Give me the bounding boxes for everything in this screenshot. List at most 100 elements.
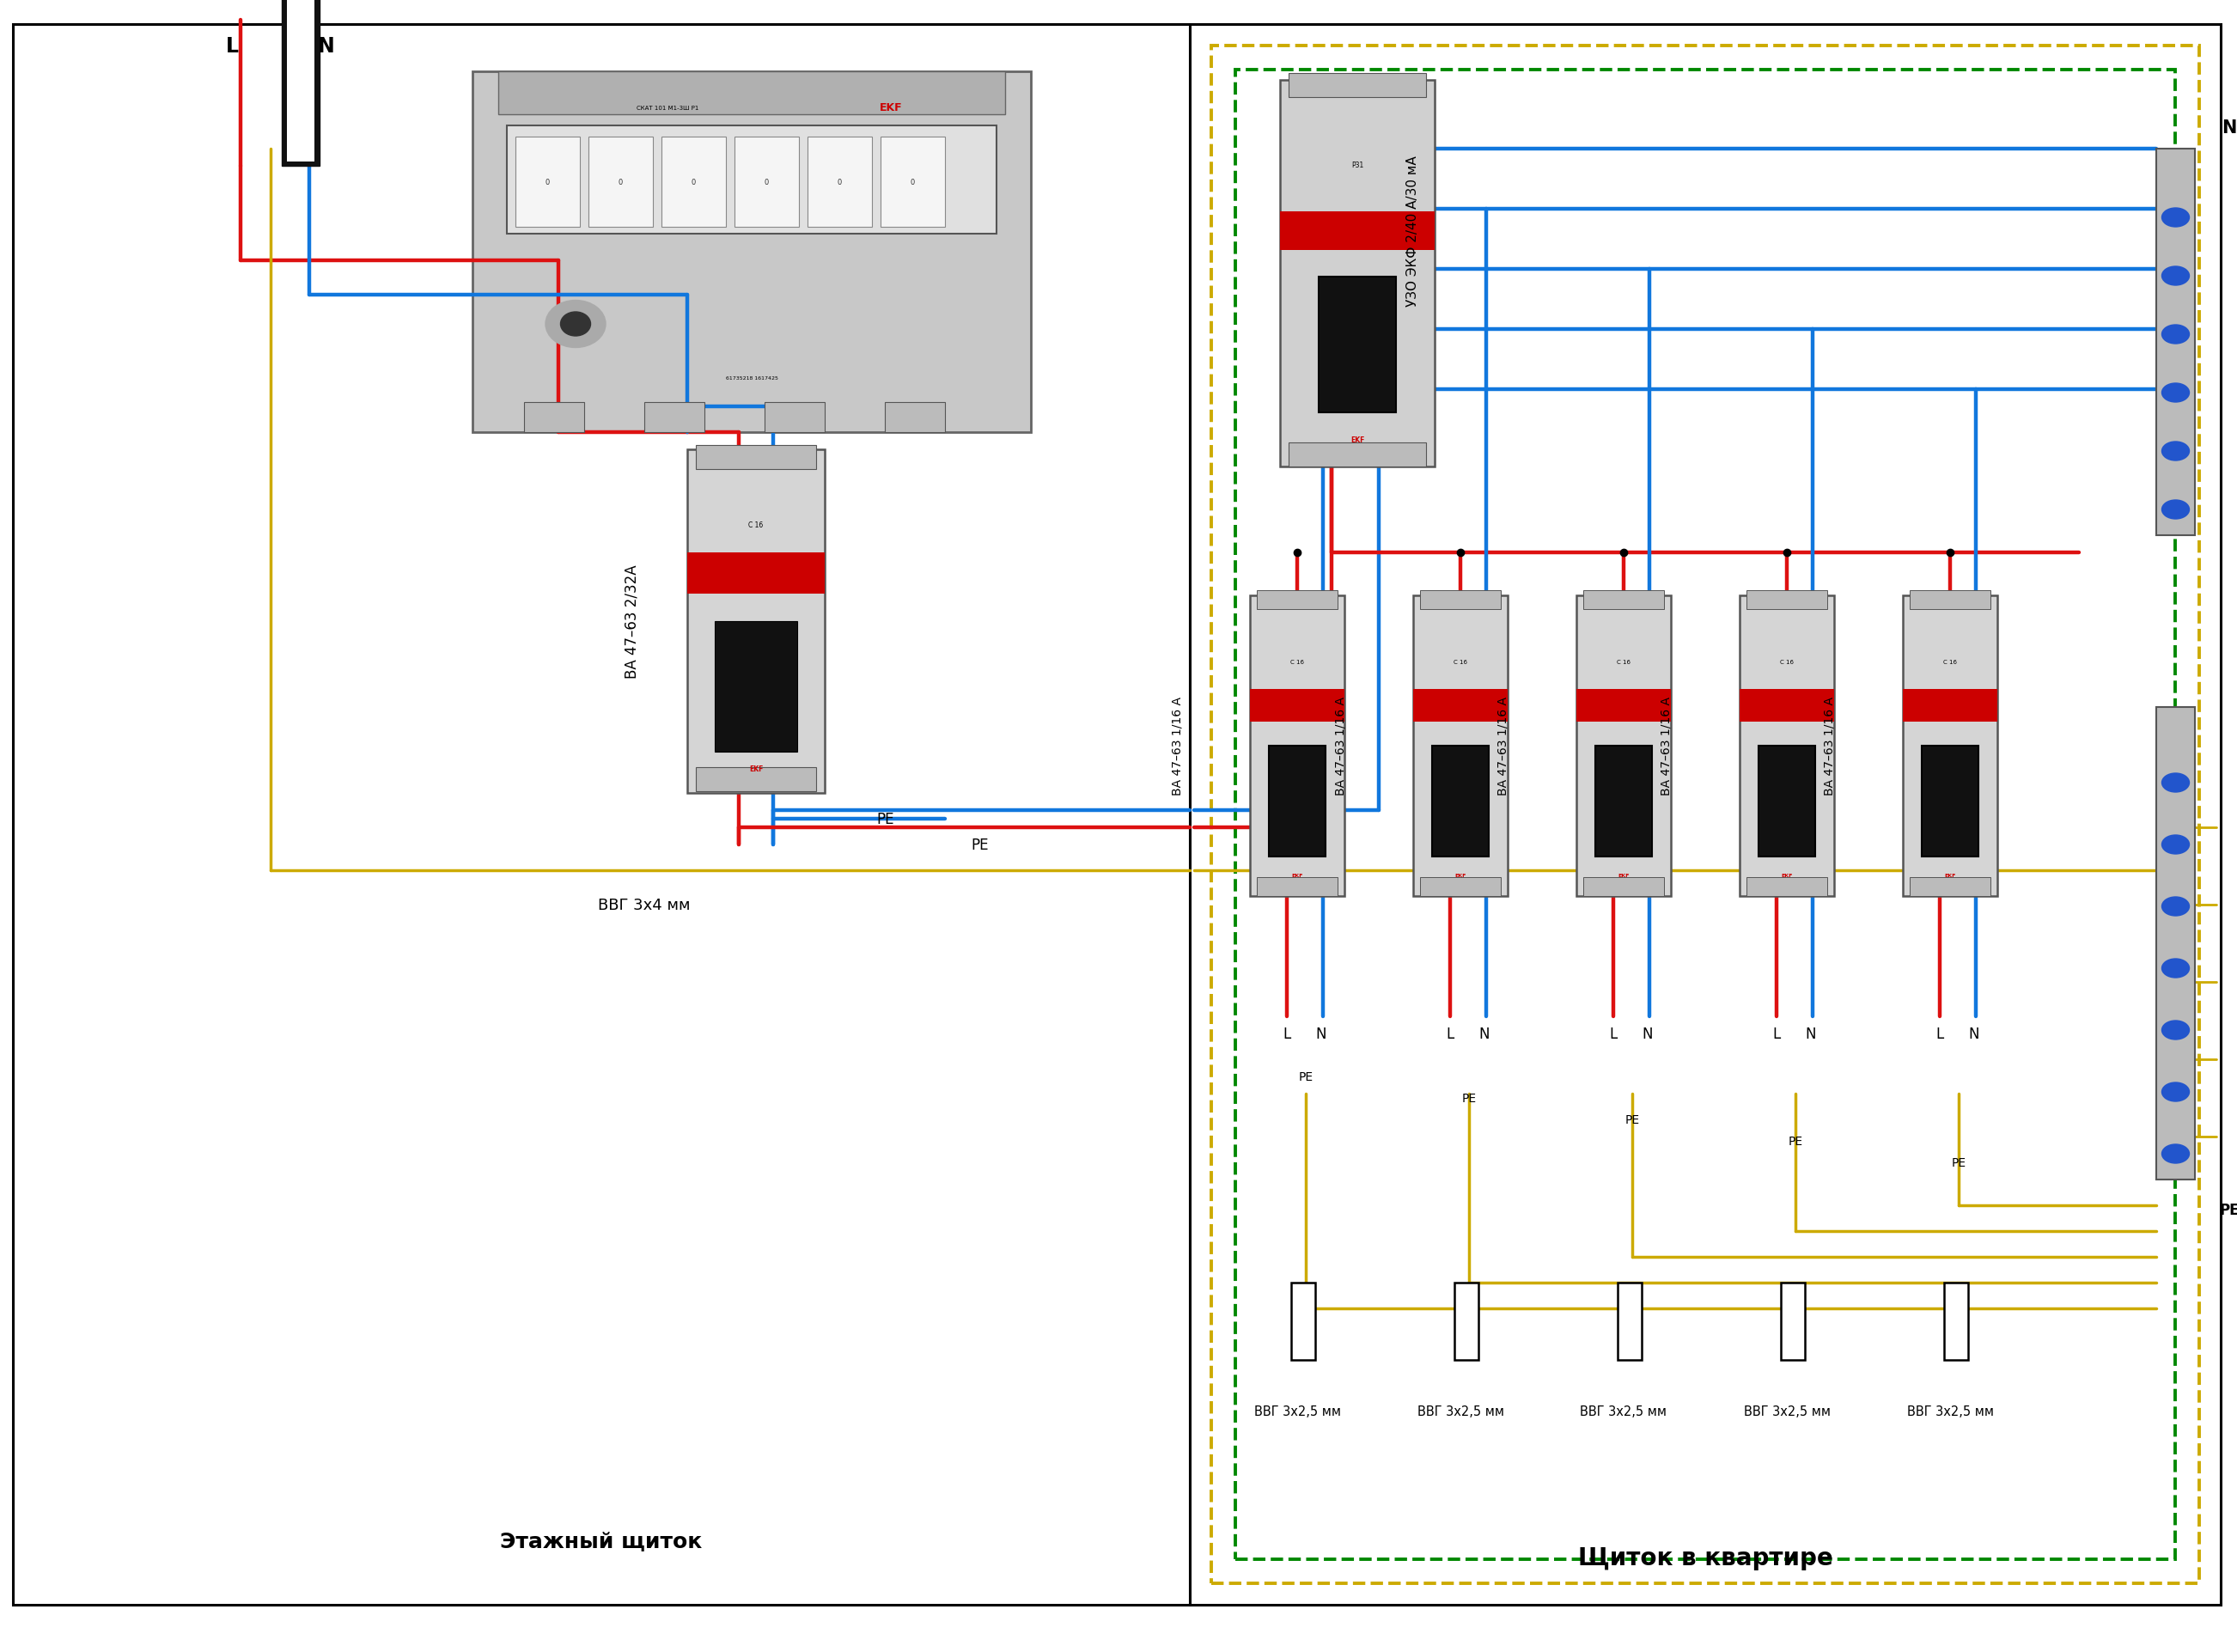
Text: EKF: EKF <box>879 102 904 114</box>
Bar <box>1318 278 1396 413</box>
Bar <box>1904 689 1998 722</box>
Text: L: L <box>1608 1026 1617 1041</box>
Bar <box>662 137 727 228</box>
Bar <box>1747 877 1828 897</box>
Bar <box>687 553 825 595</box>
Bar <box>515 137 579 228</box>
Text: PE: PE <box>1461 1092 1476 1104</box>
Bar <box>1280 81 1434 468</box>
Bar <box>523 403 584 433</box>
Bar <box>886 403 944 433</box>
Ellipse shape <box>2161 501 2190 519</box>
Text: Этажный щиток: Этажный щиток <box>501 1530 702 1551</box>
Ellipse shape <box>2161 1082 2190 1102</box>
Text: EKF: EKF <box>1781 874 1792 877</box>
Ellipse shape <box>2161 897 2190 917</box>
Bar <box>1584 877 1664 897</box>
Bar <box>644 403 705 433</box>
Ellipse shape <box>561 312 591 337</box>
Bar <box>1250 596 1344 897</box>
Bar <box>1910 591 1991 610</box>
Text: ВА 47–63 1/16 А: ВА 47–63 1/16 А <box>1333 697 1347 796</box>
Text: ВА 47–63 1/16 А: ВА 47–63 1/16 А <box>1823 697 1837 796</box>
Text: УЗО ЭКФ 2/40 А/30 мА: УЗО ЭКФ 2/40 А/30 мА <box>1407 155 1420 306</box>
Text: N: N <box>1969 1026 1980 1041</box>
Bar <box>1257 877 1338 897</box>
Bar <box>282 0 320 167</box>
Bar <box>1595 747 1651 857</box>
Text: ВВГ 3х4 мм: ВВГ 3х4 мм <box>597 897 691 912</box>
Text: EKF: EKF <box>1454 874 1465 877</box>
Text: N: N <box>318 36 336 56</box>
Text: PE: PE <box>971 838 989 852</box>
Text: P31: P31 <box>1351 162 1362 170</box>
Text: L: L <box>1445 1026 1454 1041</box>
Text: PE: PE <box>1297 1070 1313 1082</box>
Ellipse shape <box>2161 836 2190 854</box>
Text: EKF: EKF <box>1617 874 1629 877</box>
Bar <box>1577 596 1671 897</box>
Bar <box>1257 591 1338 610</box>
Bar <box>2156 707 2194 1180</box>
Bar <box>1432 747 1490 857</box>
Ellipse shape <box>2161 268 2190 286</box>
Text: C 16: C 16 <box>1617 659 1631 664</box>
Bar <box>1250 689 1344 722</box>
Text: L: L <box>1772 1026 1781 1041</box>
Text: 0: 0 <box>546 178 550 187</box>
Text: ВА 47–63 2/32А: ВА 47–63 2/32А <box>624 565 640 679</box>
Ellipse shape <box>2161 1021 2190 1039</box>
Bar <box>1289 74 1425 97</box>
Text: 0: 0 <box>765 178 770 187</box>
Bar <box>881 137 944 228</box>
Ellipse shape <box>2161 1145 2190 1163</box>
Text: L: L <box>226 36 239 56</box>
Text: ВА 47–63 1/16 А: ВА 47–63 1/16 А <box>1170 697 1183 796</box>
Bar <box>1268 747 1327 857</box>
Bar <box>1740 596 1834 897</box>
Bar <box>687 449 825 793</box>
Text: C 16: C 16 <box>1291 659 1304 664</box>
Bar <box>1781 1284 1805 1360</box>
Text: ВА 47–63 1/16 А: ВА 47–63 1/16 А <box>1660 697 1673 796</box>
Text: ВВГ 3х2,5 мм: ВВГ 3х2,5 мм <box>1906 1406 1993 1417</box>
Text: 0: 0 <box>691 178 696 187</box>
Text: ВВГ 3х2,5 мм: ВВГ 3х2,5 мм <box>1253 1406 1340 1417</box>
Ellipse shape <box>2161 443 2190 461</box>
Ellipse shape <box>546 301 606 349</box>
Ellipse shape <box>2161 960 2190 978</box>
Bar <box>499 73 1004 116</box>
Text: L: L <box>1935 1026 1944 1041</box>
Bar <box>1454 1284 1479 1360</box>
Bar <box>1291 1284 1315 1360</box>
Text: N: N <box>2221 119 2237 137</box>
Bar <box>1420 877 1501 897</box>
Bar <box>765 403 825 433</box>
Bar <box>1414 596 1508 897</box>
Text: EKF: EKF <box>1944 874 1955 877</box>
Bar <box>1944 1284 1969 1360</box>
Ellipse shape <box>2161 325 2190 344</box>
Text: СКАТ 101 М1-3Ш Р1: СКАТ 101 М1-3Ш Р1 <box>638 106 698 111</box>
Text: 61735218 1617425: 61735218 1617425 <box>725 377 778 382</box>
Text: C 16: C 16 <box>749 522 763 529</box>
Bar <box>1740 689 1834 722</box>
Text: C 16: C 16 <box>1454 659 1467 664</box>
Text: PE: PE <box>2219 1203 2237 1218</box>
Bar <box>696 446 817 469</box>
Text: C 16: C 16 <box>1781 659 1794 664</box>
Bar <box>1584 591 1664 610</box>
Ellipse shape <box>2161 208 2190 228</box>
Bar <box>1904 596 1998 897</box>
Text: PE: PE <box>877 811 895 828</box>
Bar <box>286 0 315 162</box>
Bar <box>1617 1284 1642 1360</box>
Bar <box>588 137 653 228</box>
Bar <box>1280 211 1434 251</box>
Text: ВВГ 3х2,5 мм: ВВГ 3х2,5 мм <box>1743 1406 1830 1417</box>
Bar <box>1910 877 1991 897</box>
Text: EKF: EKF <box>1351 436 1365 444</box>
Text: N: N <box>1315 1026 1327 1041</box>
Text: Щиток в квартире: Щиток в квартире <box>1577 1546 1832 1569</box>
Bar <box>808 137 872 228</box>
